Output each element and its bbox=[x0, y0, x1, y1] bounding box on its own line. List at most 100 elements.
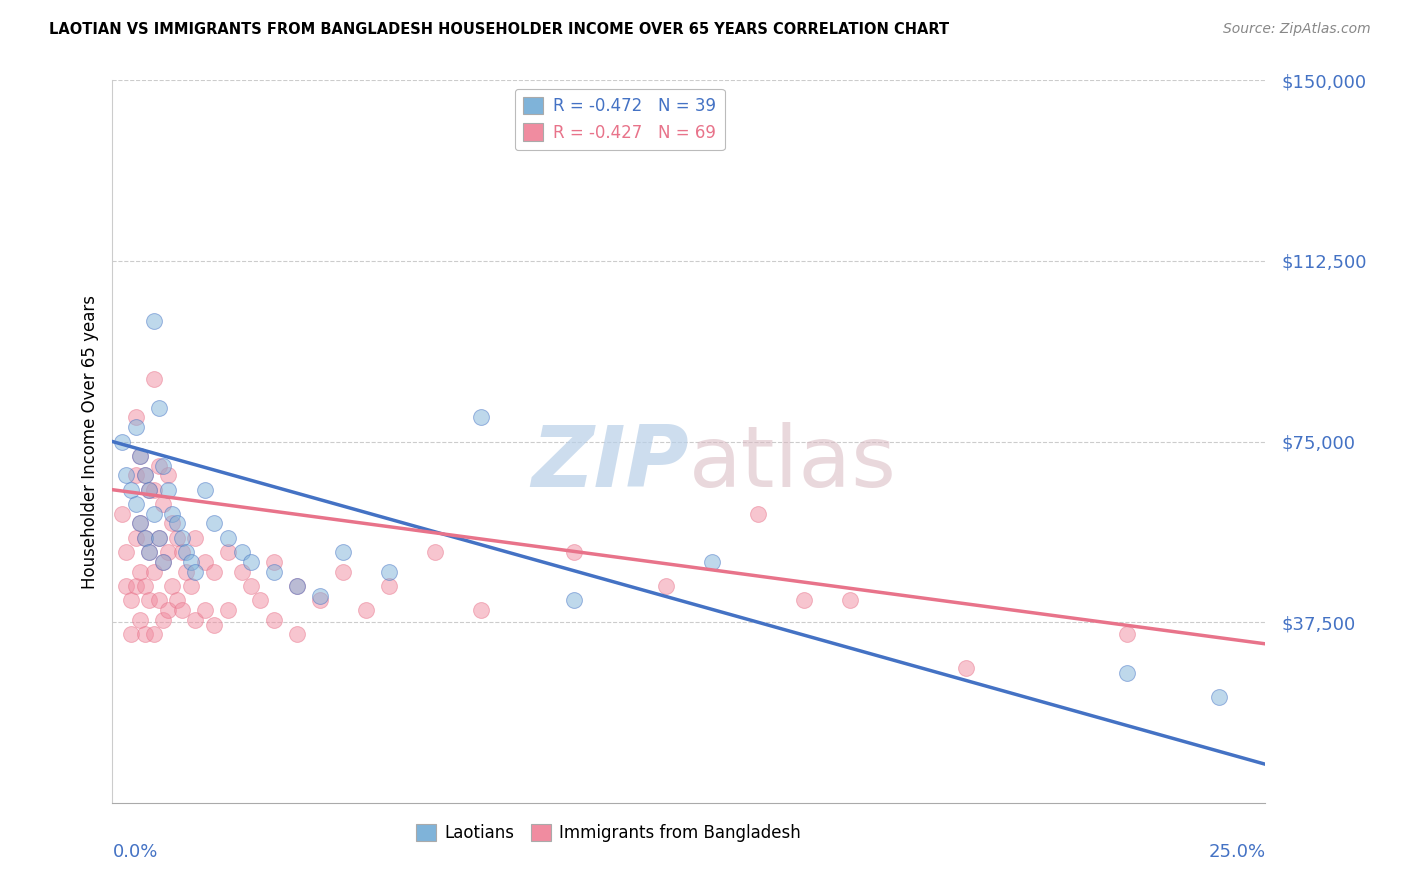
Point bbox=[124, 410, 146, 425]
Legend: Laotians, Immigrants from Bangladesh: Laotians, Immigrants from Bangladesh bbox=[409, 817, 807, 848]
Point bbox=[170, 531, 193, 545]
Point bbox=[263, 613, 285, 627]
Point bbox=[134, 468, 156, 483]
Point bbox=[263, 555, 285, 569]
Point bbox=[156, 483, 179, 497]
Y-axis label: Householder Income Over 65 years: Householder Income Over 65 years bbox=[80, 294, 98, 589]
Point bbox=[129, 516, 152, 531]
Point bbox=[152, 555, 174, 569]
Point bbox=[143, 483, 166, 497]
Point bbox=[143, 372, 166, 386]
Point bbox=[111, 434, 134, 449]
Point bbox=[239, 555, 262, 569]
Point bbox=[184, 613, 207, 627]
Point bbox=[562, 545, 585, 559]
Point bbox=[793, 593, 815, 607]
Text: 25.0%: 25.0% bbox=[1208, 843, 1265, 861]
Point bbox=[217, 531, 239, 545]
Point bbox=[170, 545, 193, 559]
Point bbox=[249, 593, 271, 607]
Point bbox=[156, 545, 179, 559]
Point bbox=[134, 468, 156, 483]
Point bbox=[166, 516, 188, 531]
Point bbox=[184, 531, 207, 545]
Point bbox=[955, 661, 977, 675]
Point bbox=[285, 579, 308, 593]
Point bbox=[194, 555, 217, 569]
Point bbox=[143, 565, 166, 579]
Point bbox=[1116, 627, 1139, 641]
Point bbox=[129, 449, 152, 463]
Point bbox=[115, 545, 138, 559]
Point bbox=[378, 579, 401, 593]
Point bbox=[111, 507, 134, 521]
Text: LAOTIAN VS IMMIGRANTS FROM BANGLADESH HOUSEHOLDER INCOME OVER 65 YEARS CORRELATI: LAOTIAN VS IMMIGRANTS FROM BANGLADESH HO… bbox=[49, 22, 949, 37]
Point bbox=[152, 497, 174, 511]
Point bbox=[470, 410, 492, 425]
Point bbox=[148, 593, 170, 607]
Point bbox=[1116, 665, 1139, 680]
Point bbox=[143, 507, 166, 521]
Point bbox=[138, 545, 160, 559]
Point bbox=[124, 420, 146, 434]
Point bbox=[120, 627, 142, 641]
Point bbox=[285, 627, 308, 641]
Point bbox=[134, 579, 156, 593]
Point bbox=[378, 565, 401, 579]
Point bbox=[354, 603, 377, 617]
Point bbox=[231, 545, 253, 559]
Point bbox=[839, 593, 862, 607]
Point bbox=[120, 483, 142, 497]
Point bbox=[134, 627, 156, 641]
Point bbox=[194, 483, 217, 497]
Point bbox=[166, 531, 188, 545]
Point bbox=[129, 516, 152, 531]
Point bbox=[194, 603, 217, 617]
Point bbox=[202, 516, 225, 531]
Text: Source: ZipAtlas.com: Source: ZipAtlas.com bbox=[1223, 22, 1371, 37]
Point bbox=[152, 458, 174, 473]
Point bbox=[115, 579, 138, 593]
Point bbox=[143, 314, 166, 328]
Point bbox=[170, 603, 193, 617]
Point bbox=[217, 545, 239, 559]
Point bbox=[124, 579, 146, 593]
Point bbox=[120, 593, 142, 607]
Point bbox=[231, 565, 253, 579]
Point bbox=[184, 565, 207, 579]
Point bbox=[152, 555, 174, 569]
Point bbox=[180, 555, 202, 569]
Point bbox=[156, 468, 179, 483]
Point bbox=[129, 449, 152, 463]
Point bbox=[156, 603, 179, 617]
Point bbox=[115, 468, 138, 483]
Point bbox=[425, 545, 447, 559]
Point bbox=[162, 507, 184, 521]
Text: ZIP: ZIP bbox=[531, 422, 689, 505]
Point bbox=[470, 603, 492, 617]
Point bbox=[138, 545, 160, 559]
Point bbox=[166, 593, 188, 607]
Point bbox=[562, 593, 585, 607]
Point bbox=[134, 531, 156, 545]
Point bbox=[239, 579, 262, 593]
Text: atlas: atlas bbox=[689, 422, 897, 505]
Point bbox=[309, 589, 332, 603]
Point bbox=[1208, 690, 1230, 704]
Point bbox=[285, 579, 308, 593]
Point bbox=[263, 565, 285, 579]
Point bbox=[124, 497, 146, 511]
Point bbox=[700, 555, 723, 569]
Point bbox=[129, 565, 152, 579]
Point bbox=[202, 617, 225, 632]
Point bbox=[138, 483, 160, 497]
Point bbox=[124, 531, 146, 545]
Point bbox=[148, 458, 170, 473]
Point bbox=[138, 593, 160, 607]
Point bbox=[148, 531, 170, 545]
Point bbox=[138, 483, 160, 497]
Point bbox=[152, 613, 174, 627]
Point bbox=[332, 565, 354, 579]
Point bbox=[134, 531, 156, 545]
Point bbox=[124, 468, 146, 483]
